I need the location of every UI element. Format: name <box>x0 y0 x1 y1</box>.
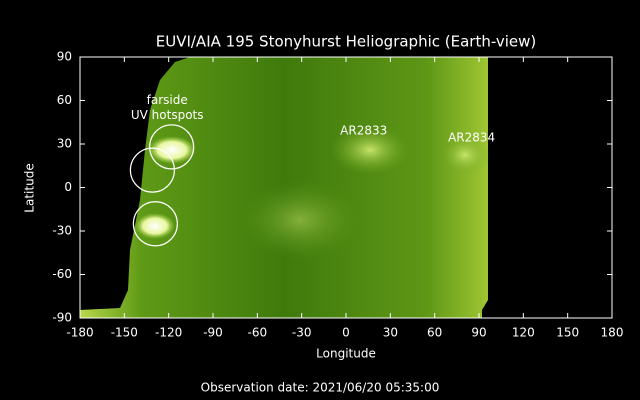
annotation: farside <box>147 93 188 107</box>
x-tick-label: -180 <box>66 326 93 340</box>
x-tick-label: 180 <box>601 326 624 340</box>
x-tick-label: -120 <box>155 326 182 340</box>
x-tick-label: 90 <box>471 326 486 340</box>
chart-title: EUVI/AIA 195 Stonyhurst Heliographic (Ea… <box>156 33 537 51</box>
annotation: AR2834 <box>448 131 495 145</box>
x-tick-label: 60 <box>427 326 442 340</box>
y-tick-label: 60 <box>57 93 72 107</box>
footer: Observation date: 2021/06/20 05:35:00 <box>201 381 440 395</box>
y-tick-label: -90 <box>52 311 72 325</box>
x-tick-label: -90 <box>203 326 223 340</box>
x-tick-label: 30 <box>383 326 398 340</box>
hotspot-circle <box>149 124 195 170</box>
x-tick-label: -60 <box>248 326 268 340</box>
hotspot-circle <box>132 201 178 247</box>
y-tick-label: -30 <box>52 224 72 238</box>
y-tick-label: -60 <box>52 267 72 281</box>
annotation: AR2833 <box>340 123 387 137</box>
x-tick-label: 0 <box>342 326 350 340</box>
y-tick-label: 0 <box>64 180 72 194</box>
x-tick-label: 150 <box>556 326 579 340</box>
x-axis-label: Longitude <box>316 347 376 361</box>
x-tick-label: -150 <box>111 326 138 340</box>
y-tick-label: 90 <box>57 50 72 64</box>
annotation: UV hotspots <box>131 108 204 122</box>
y-axis-label: Latitude <box>23 163 37 212</box>
y-tick-label: 30 <box>57 137 72 151</box>
hotspot-circle <box>129 147 176 193</box>
solar-image <box>80 57 490 318</box>
x-tick-label: -30 <box>292 326 312 340</box>
x-tick-label: 120 <box>512 326 535 340</box>
